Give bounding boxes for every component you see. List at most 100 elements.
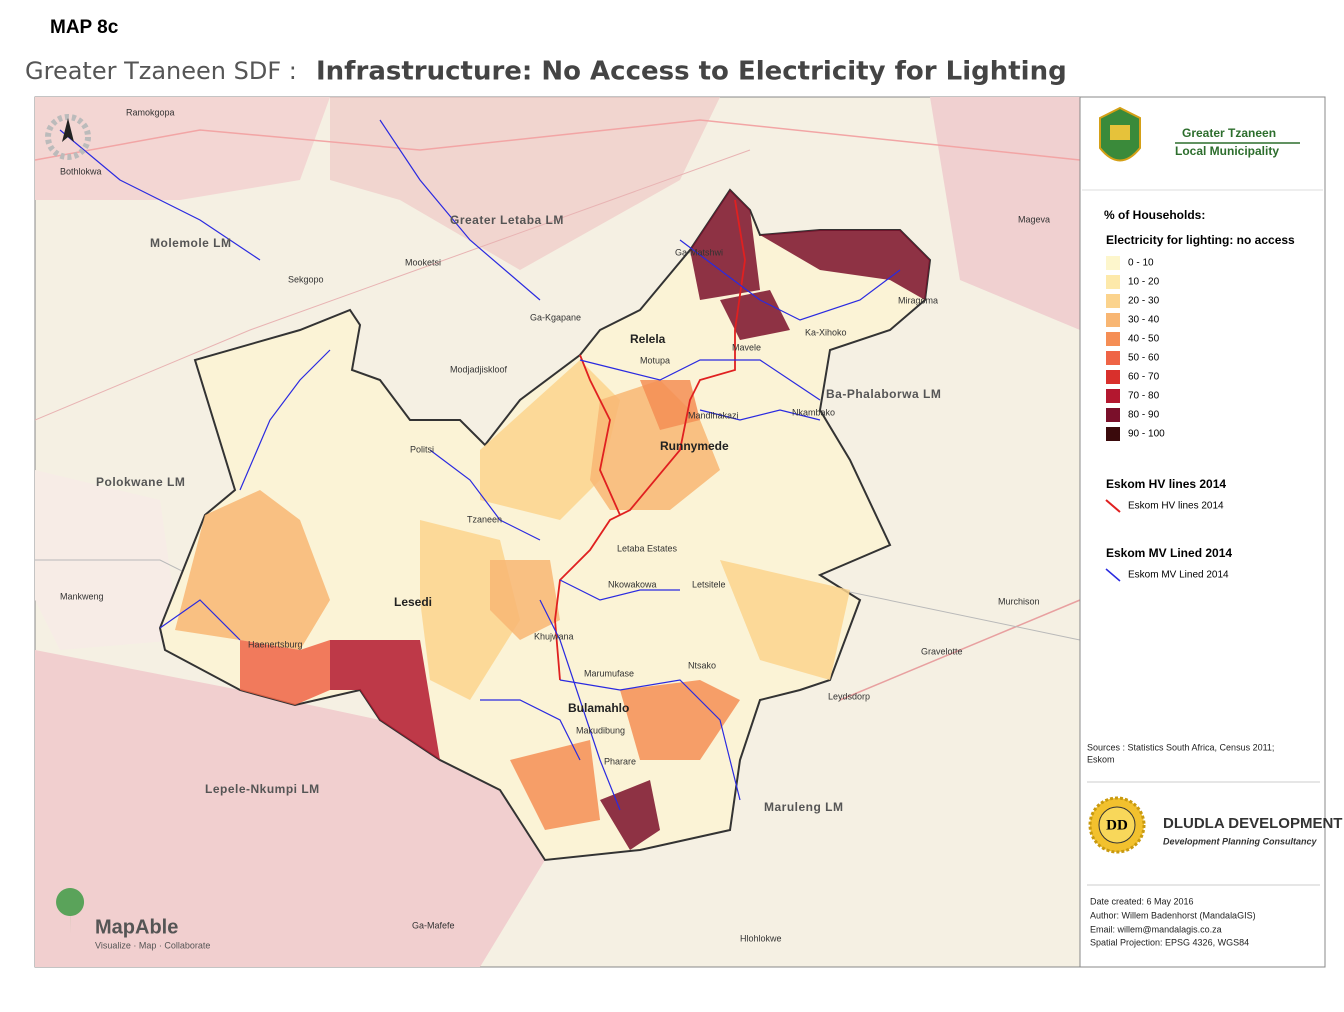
subtitle: Greater Tzaneen SDF : [25,57,297,85]
legend-classes: 0 - 10 10 - 20 20 - 30 30 - 40 40 - 50 50 - 6… [1106,256,1165,441]
place-label: Bothlokwa [60,166,102,176]
legend-swatch [1106,313,1120,327]
town-label: Bulamahlo [568,701,629,715]
credit: Spatial Projection: EPSG 4326, WGS84 [1090,937,1249,947]
place-label: Nkowakowa [608,579,657,589]
legend-swatch [1105,568,1121,582]
choropleth-area [490,560,560,640]
map-layers: Ramokgopa Bothlokwa Greater Letaba LM Mo… [35,97,1080,967]
legend-swatch [1106,427,1120,441]
legend-item: 80 - 90 [1128,410,1160,421]
place-label: Sekgopo [288,274,324,284]
place-label: Ga-Kgapane [530,312,581,322]
mapable-tagline: Visualize · Map · Collaborate [95,940,210,950]
north-arrow [45,114,91,160]
consultant-tagline: Development Planning Consultancy [1163,836,1318,846]
choropleth-area [240,640,330,705]
legend-heading: % of Households: [1104,208,1205,222]
credit: Email: willem@mandalagis.co.za [1090,924,1222,934]
place-label: Politsi [410,444,434,454]
mapable-logo: MapAble Visualize · Map · Collaborate [56,888,210,950]
choropleth-area [640,380,700,430]
place-label: Ka-Xihoko [805,327,847,337]
place-label: Mavele [732,342,761,352]
road [35,149,751,421]
legend-swatch [1106,351,1120,365]
place-label: Khujwana [534,631,574,641]
town-label: Relela [630,332,666,346]
lm-label: Ba-Phalaborwa LM [826,387,941,401]
legend-item: 50 - 60 [1128,353,1160,364]
region [35,650,545,967]
legend-item: 30 - 40 [1128,315,1160,326]
place-label: Mankweng [60,591,104,601]
legend-item: 70 - 80 [1128,391,1160,402]
legend-swatch [1106,408,1120,422]
lm-label: Lepele-Nkumpi LM [205,782,320,796]
legend-swatch [1106,332,1120,346]
place-label: Makudibung [576,725,625,735]
legend-swatch [1106,370,1120,384]
legend-panel: Greater Tzaneen Local Municipality % of … [1079,96,1342,968]
place-label: Letaba Estates [617,543,678,553]
place-label: Letsitele [692,579,726,589]
lm-label: Molemole LM [150,236,232,250]
consultant-initials: DD [1106,817,1128,833]
legend-title: Eskom HV lines 2014 [1106,477,1226,491]
legend-item: Eskom MV Lined 2014 [1128,570,1229,581]
legend-item: 20 - 30 [1128,296,1160,307]
lm-label: Polokwane LM [96,475,185,489]
legend-swatch [1106,275,1120,289]
legend-item: 0 - 10 [1128,258,1154,269]
map: Ramokgopa Bothlokwa Greater Letaba LM Mo… [34,96,1081,968]
place-label: Ramokgopa [126,107,175,117]
place-label: Mandlhakazi [688,410,739,420]
place-label: Hlohlokwe [740,933,782,943]
place-label: Leydsdorp [828,691,870,701]
choropleth-area [480,360,620,520]
consultant-logo: DD [1088,796,1146,854]
place-label: Gravelotte [921,646,963,656]
place-label: Mooketsi [405,257,441,267]
road [35,119,1080,161]
legend-item: Eskom HV lines 2014 [1128,501,1224,512]
legend-swatch [1106,389,1120,403]
map-number: MAP 8c [50,17,119,38]
choropleth-area [720,560,850,680]
choropleth-area [330,640,440,760]
place-label: Ga-Mafefe [412,920,455,930]
mapable-name: MapAble [95,916,178,938]
region [35,97,330,200]
place-label: Ntsako [688,660,716,670]
logo-name: Greater Tzaneen [1182,126,1276,140]
legend-item: 40 - 50 [1128,334,1160,345]
place-label: Mageva [1018,214,1050,224]
choropleth-area [620,680,740,760]
mv-network [59,119,901,811]
place-label: Modjadjiskloof [450,364,508,374]
town-label: Runnymede [660,439,729,453]
title: Infrastructure: No Access to Electricity… [316,57,1067,87]
legend-item: 60 - 70 [1128,372,1160,383]
place-label: Marumufase [584,668,634,678]
lm-label: Greater Letaba LM [450,213,564,227]
municipality-logo [1099,106,1141,162]
place-label: Murchison [998,596,1040,606]
legend-item: 10 - 20 [1128,277,1160,288]
credit: Author: Willem Badenhorst (MandalaGIS) [1090,910,1256,920]
sources: Eskom [1087,754,1115,764]
choropleth-area [720,290,790,340]
choropleth-area [175,490,330,650]
place-label: Ga-Matshwi [675,247,723,257]
place-label: Haenertsburg [248,639,303,649]
legend-swatch [1106,294,1120,308]
legend-item: 90 - 100 [1128,429,1165,440]
place-label: Nkambako [792,407,835,417]
logo-name: Local Municipality [1175,144,1279,158]
choropleth-area [760,230,930,300]
place-label: Pharare [604,756,636,766]
legend-title: Electricity for lighting: no access [1106,233,1295,247]
place-label: Motupa [640,355,670,365]
sources: Sources : Statistics South Africa, Censu… [1087,742,1274,752]
